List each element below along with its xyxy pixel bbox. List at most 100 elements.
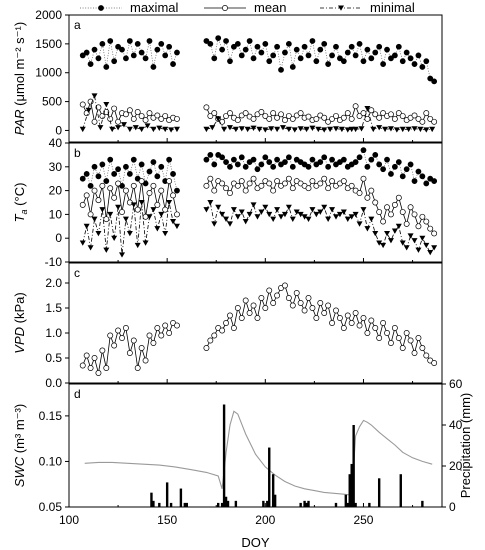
data-point: [162, 52, 169, 59]
data-point: [423, 127, 430, 133]
data-point: [130, 202, 137, 208]
data-point: [423, 352, 430, 359]
data-point: [91, 118, 98, 125]
data-point: [234, 40, 241, 47]
data-point: [313, 315, 320, 321]
data-point: [360, 315, 367, 321]
data-point: [376, 240, 383, 246]
data-point: [254, 315, 261, 321]
data-point: [399, 126, 406, 133]
legend-entry: mean: [254, 0, 287, 15]
data-point: [266, 211, 273, 218]
data-point: [388, 211, 394, 218]
data-point: [399, 173, 406, 180]
data-point: [395, 110, 402, 117]
data-point: [223, 38, 229, 44]
data-point: [227, 312, 233, 319]
data-point: [303, 126, 310, 133]
data-point: [270, 163, 277, 170]
data-point: [115, 180, 122, 187]
data-point: [360, 58, 367, 65]
data-point: [166, 156, 173, 163]
data-point: [146, 110, 153, 117]
data-point: [174, 322, 180, 329]
data-point: [431, 360, 438, 366]
data-point: [109, 126, 116, 133]
data-point: [223, 185, 230, 192]
data-point: [431, 230, 438, 237]
data-point: [405, 126, 412, 133]
data-point: [115, 166, 121, 173]
data-point: [338, 126, 345, 133]
data-point: [340, 156, 347, 163]
data-point: [348, 182, 355, 189]
data-point: [313, 115, 320, 122]
data-point: [79, 126, 86, 133]
data-point: [407, 337, 414, 344]
series-line: [84, 410, 433, 496]
data-point: [279, 125, 286, 131]
data-point: [333, 113, 339, 119]
data-point: [119, 252, 126, 258]
data-point: [384, 156, 390, 163]
data-point: [262, 113, 269, 119]
data-point: [97, 125, 104, 131]
data-point: [364, 226, 371, 232]
data-point: [348, 115, 355, 122]
precip-bar: [305, 502, 308, 507]
data-point: [173, 126, 180, 133]
data-point: [384, 46, 390, 53]
series-line: [206, 107, 433, 131]
data-point: [313, 58, 320, 65]
data-point: [119, 335, 125, 341]
precip-bar: [152, 500, 155, 507]
y-tick-label: 40: [49, 136, 63, 150]
data-point: [289, 185, 296, 192]
y-tick-label: 0: [55, 123, 62, 137]
data-point: [325, 302, 332, 309]
data-point: [415, 115, 422, 122]
data-point: [285, 295, 292, 301]
data-point: [395, 335, 402, 341]
precip-bar: [226, 500, 230, 507]
data-point: [207, 151, 214, 158]
data-point: [207, 200, 214, 206]
data-point: [423, 58, 430, 65]
data-point: [297, 55, 304, 62]
data-point: [244, 126, 251, 133]
series-maximal: [79, 35, 438, 85]
data-point: [289, 64, 296, 70]
data-point: [154, 173, 161, 180]
data-point: [250, 115, 257, 122]
data-point: [411, 61, 418, 67]
data-point: [242, 110, 249, 117]
data-point: [111, 171, 118, 177]
data-point: [231, 156, 237, 163]
data-point: [372, 230, 379, 237]
y-tick-label: 20: [49, 184, 63, 198]
data-point: [138, 161, 145, 168]
data-point: [219, 180, 226, 187]
data-point: [79, 101, 86, 108]
data-point: [138, 178, 145, 185]
data-point: [115, 43, 121, 50]
data-point: [250, 156, 257, 163]
data-point: [130, 115, 137, 122]
data-point: [372, 325, 379, 331]
precip-bar: [165, 482, 169, 507]
data-point: [134, 40, 141, 47]
series-minimal: [79, 200, 438, 258]
data-point: [340, 178, 347, 185]
precip-bar: [183, 502, 187, 507]
data-point: [285, 40, 292, 47]
data-point: [344, 216, 351, 222]
data-point: [219, 118, 226, 125]
data-point: [376, 209, 383, 215]
data-point: [226, 125, 233, 131]
data-point: [427, 249, 434, 256]
data-point: [138, 200, 145, 206]
data-point: [207, 337, 214, 344]
data-point: [274, 207, 281, 213]
data-point: [419, 235, 426, 241]
data-point: [107, 38, 114, 44]
